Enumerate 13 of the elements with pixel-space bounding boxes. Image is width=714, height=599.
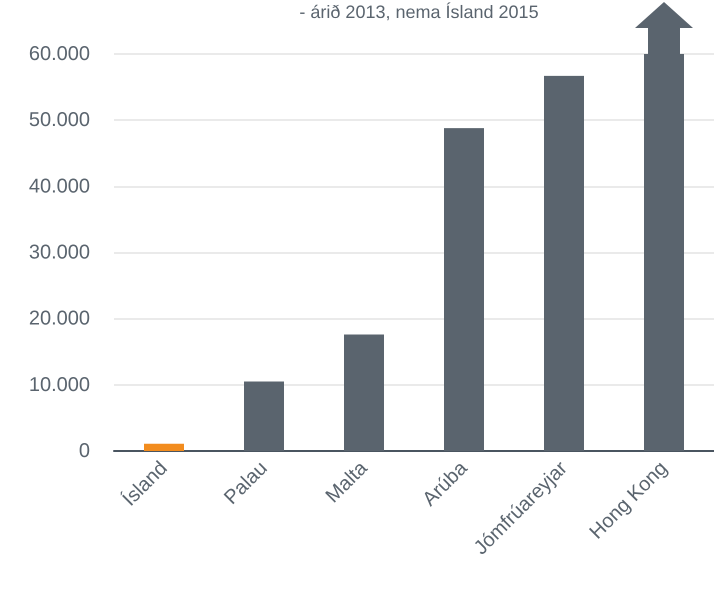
- y-tick-label: 20.000: [28, 308, 90, 330]
- y-tick-label: 10.000: [28, 374, 90, 396]
- y-tick-label: 50.000: [28, 109, 90, 132]
- y-tick-label: 60.000: [28, 43, 90, 65]
- y-tick-label: 0: [78, 440, 90, 462]
- bar: [544, 76, 584, 451]
- chart-title: - árið 2013, nema Ísland 2015: [299, 2, 539, 22]
- bar: [244, 382, 284, 451]
- bar: [344, 334, 384, 451]
- y-tick-label: 30.000: [28, 242, 90, 264]
- bar: [444, 128, 484, 451]
- bar: [144, 444, 184, 451]
- y-tick-label: 40.000: [28, 175, 90, 198]
